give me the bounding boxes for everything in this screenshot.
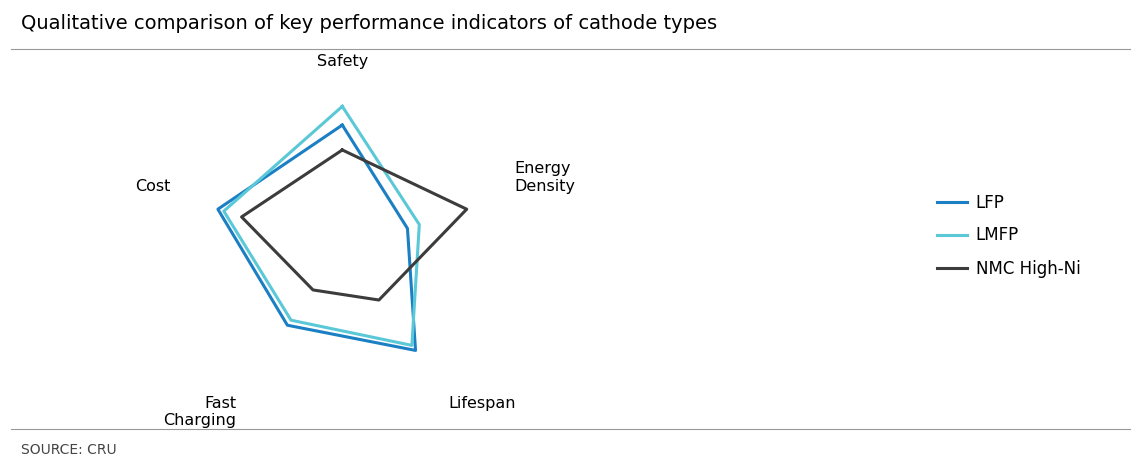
- Legend: LFP, LMFP, NMC High-Ni: LFP, LMFP, NMC High-Ni: [931, 187, 1087, 284]
- Text: SOURCE: CRU: SOURCE: CRU: [21, 443, 116, 457]
- Text: Fast
Charging: Fast Charging: [163, 396, 236, 428]
- Text: Cost: Cost: [135, 179, 170, 194]
- Text: Qualitative comparison of key performance indicators of cathode types: Qualitative comparison of key performanc…: [21, 14, 717, 33]
- Text: Lifespan: Lifespan: [448, 396, 516, 411]
- Text: Safety: Safety: [317, 54, 367, 69]
- Text: Energy
Density: Energy Density: [515, 162, 575, 194]
